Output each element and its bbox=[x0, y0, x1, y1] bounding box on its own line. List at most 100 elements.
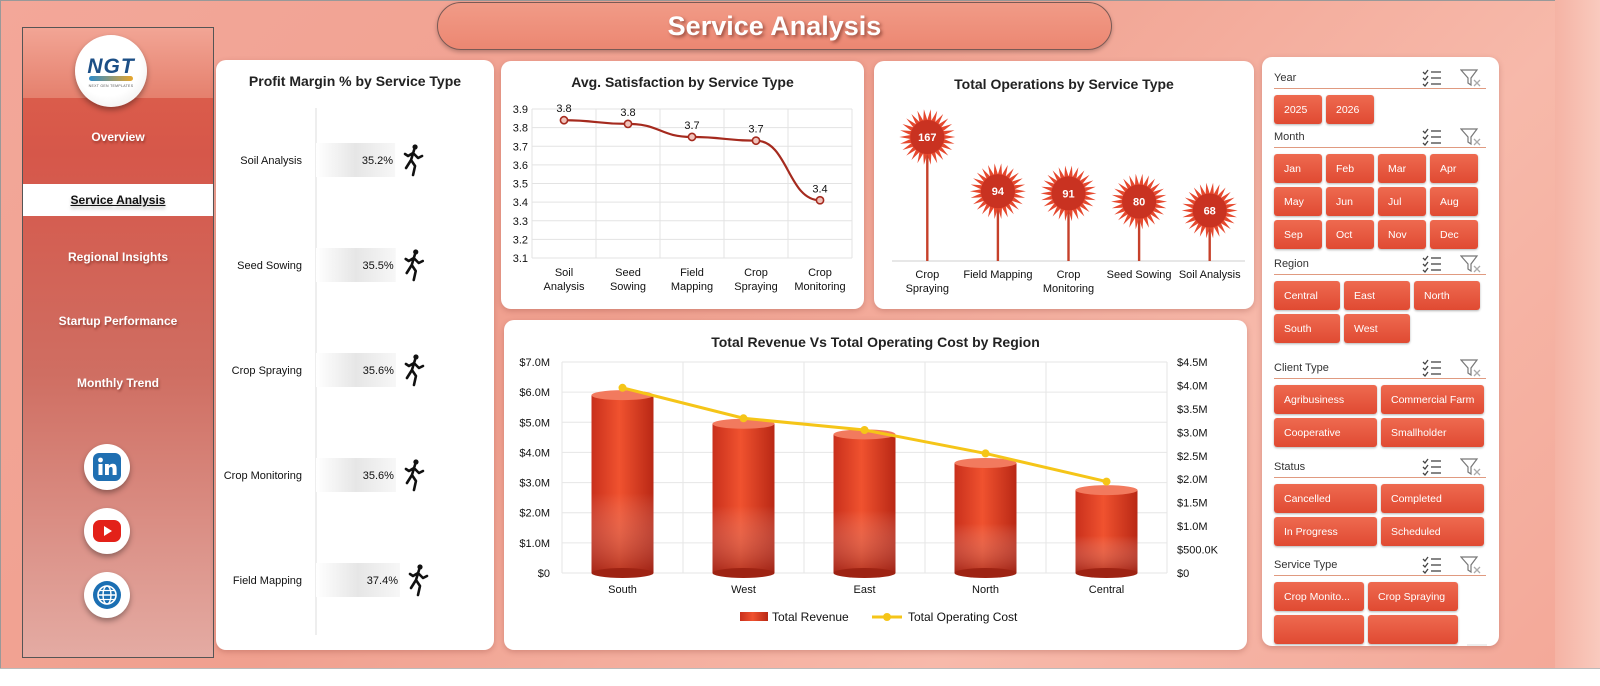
slicer-button-jan[interactable]: Jan bbox=[1274, 154, 1322, 183]
nav-service-analysis[interactable]: Service Analysis bbox=[23, 184, 213, 216]
rc-cost-point-north bbox=[981, 449, 990, 458]
pm-bar-soil-analysis bbox=[316, 143, 396, 177]
ops-burst-core-crop-monitoring bbox=[1051, 176, 1086, 211]
slicer-button-aug[interactable]: Aug bbox=[1430, 187, 1478, 216]
slicer-button-cancelled[interactable]: Cancelled bbox=[1274, 484, 1377, 513]
rc-revenue-bar-north bbox=[954, 457, 1017, 578]
runner-icon bbox=[408, 564, 429, 597]
slicer-button-south[interactable]: South bbox=[1274, 314, 1340, 343]
multi-select-icon[interactable] bbox=[1422, 69, 1442, 87]
nav-monthly-trend[interactable]: Monthly Trend bbox=[77, 376, 159, 390]
sat-data-label-soil-analysis: 3.8 bbox=[556, 103, 571, 115]
rc-x-tick-label-south: South bbox=[608, 584, 637, 596]
slicer-button-sep[interactable]: Sep bbox=[1274, 220, 1322, 249]
ops-data-label-seed-sowing: 80 bbox=[1133, 197, 1145, 209]
youtube-button[interactable] bbox=[84, 508, 130, 554]
slicer-button-north[interactable]: North bbox=[1414, 281, 1480, 310]
slicer-button-feb[interactable]: Feb bbox=[1326, 154, 1374, 183]
slicer-button-nov[interactable]: Nov bbox=[1378, 220, 1426, 249]
slicer-button-partial[interactable] bbox=[1274, 615, 1364, 644]
operations-title: Total Operations by Service Type bbox=[954, 76, 1174, 92]
multi-select-icon[interactable] bbox=[1422, 255, 1442, 273]
slicer-button-mar[interactable]: Mar bbox=[1378, 154, 1426, 183]
ops-x-tick-label: Spraying bbox=[906, 283, 949, 295]
clear-filter-icon[interactable] bbox=[1460, 255, 1482, 273]
runner-icon bbox=[404, 249, 425, 282]
rc-right-y-tick-label: $3.0M bbox=[1177, 427, 1208, 439]
sat-point-soil-analysis bbox=[559, 115, 569, 125]
globe-icon bbox=[93, 581, 121, 609]
multi-select-icon[interactable] bbox=[1422, 128, 1442, 146]
slicer-button-agribusiness[interactable]: Agribusiness bbox=[1274, 385, 1377, 414]
rc-left-y-tick-label: $0 bbox=[538, 568, 550, 580]
slicer-button-scheduled[interactable]: Scheduled bbox=[1381, 517, 1484, 546]
slicer-button-cooperative[interactable]: Cooperative bbox=[1274, 418, 1377, 447]
nav-regional-insights[interactable]: Regional Insights bbox=[67, 250, 168, 264]
rc-right-y-tick-label: $3.5M bbox=[1177, 404, 1208, 416]
slicer-button-2026[interactable]: 2026 bbox=[1326, 95, 1374, 124]
multi-select-icon[interactable] bbox=[1422, 359, 1442, 377]
slicer-button-apr[interactable]: Apr bbox=[1430, 154, 1478, 183]
pm-category-label-soil-analysis: Soil Analysis bbox=[240, 155, 302, 167]
satisfaction-chart: 3.9 3.8 3.7 3.6 3.5 3.4 3.3 3.2 3.1 3.8 Soil Analys… bbox=[513, 103, 853, 293]
nav-startup-performance[interactable]: Startup Performance bbox=[58, 314, 178, 328]
revenue-cost-title: Total Revenue Vs Total Operating Cost by… bbox=[711, 334, 1040, 350]
slicer-button-smallholder[interactable]: Smallholder bbox=[1381, 418, 1484, 447]
slicer-button-completed[interactable]: Completed bbox=[1381, 484, 1484, 513]
rc-right-y-tick-label: $1.0M bbox=[1177, 521, 1208, 533]
rc-left-y-tick-label: $6.0M bbox=[519, 387, 550, 399]
runner-icon bbox=[404, 354, 425, 387]
slicer-button-crop-spraying[interactable]: Crop Spraying bbox=[1368, 582, 1458, 611]
multi-select-icon[interactable] bbox=[1422, 458, 1442, 476]
slicer-button-central[interactable]: Central bbox=[1274, 281, 1340, 310]
slicer-header: Status bbox=[1274, 456, 1486, 478]
slicer-button-partial[interactable] bbox=[1368, 615, 1458, 644]
nav-overview[interactable]: Overview bbox=[91, 130, 145, 144]
slicer-button-may[interactable]: May bbox=[1274, 187, 1322, 216]
slicer-button-jun[interactable]: Jun bbox=[1326, 187, 1374, 216]
linkedin-button[interactable] bbox=[84, 444, 130, 490]
clear-filter-icon[interactable] bbox=[1460, 69, 1482, 87]
ops-data-label-field-mapping: 94 bbox=[992, 186, 1005, 198]
slicer-button-2025[interactable]: 2025 bbox=[1274, 95, 1322, 124]
slicer-buttons: 2025 2026 bbox=[1274, 95, 1486, 124]
website-button[interactable] bbox=[84, 572, 130, 618]
service-type-scrollbar[interactable] bbox=[1467, 644, 1487, 646]
sat-x-tick-label: Sowing bbox=[610, 281, 646, 293]
sat-data-label-seed-sowing: 3.8 bbox=[620, 107, 635, 119]
clear-filter-icon[interactable] bbox=[1460, 128, 1482, 146]
ops-burst-core-crop-spraying bbox=[910, 120, 945, 154]
slicer-button-east[interactable]: East bbox=[1344, 281, 1410, 310]
clear-filter-icon[interactable] bbox=[1460, 458, 1482, 476]
sat-x-tick-label: Monitoring bbox=[794, 281, 845, 293]
operations-card: Total Operations by Service Type 167 Crop… bbox=[874, 61, 1254, 309]
slicer-button-dec[interactable]: Dec bbox=[1430, 220, 1478, 249]
legend-cost-label: Total Operating Cost bbox=[908, 610, 1018, 624]
slicer-button-in-progress[interactable]: In Progress bbox=[1274, 517, 1377, 546]
multi-select-icon[interactable] bbox=[1422, 556, 1442, 574]
slicer-button-oct[interactable]: Oct bbox=[1326, 220, 1374, 249]
ops-x-tick-label: Monitoring bbox=[1043, 283, 1094, 295]
revenue-cost-chart: $7.0M $6.0M $5.0M $4.0M $3.0M $2.0M $1.0M $0 $4.… bbox=[519, 357, 1218, 624]
linkedin-icon bbox=[93, 453, 121, 481]
clear-filter-icon[interactable] bbox=[1460, 556, 1482, 574]
sat-y-tick-label: 3.6 bbox=[513, 160, 528, 172]
rc-cost-point-central bbox=[1102, 477, 1111, 486]
rc-right-y-tick-label: $4.0M bbox=[1177, 380, 1208, 392]
pm-category-label-crop-monitoring: Crop Monitoring bbox=[224, 470, 302, 482]
rc-x-tick-label-central: Central bbox=[1089, 584, 1124, 596]
rc-left-y-tick-label: $3.0M bbox=[519, 478, 550, 490]
rc-cost-point-east bbox=[860, 425, 869, 434]
page-title: Service Analysis bbox=[667, 10, 882, 41]
sat-y-tick-label: 3.2 bbox=[513, 234, 528, 246]
slicer-button-commercial-farm[interactable]: Commercial Farm bbox=[1381, 385, 1484, 414]
slicer-button-jul[interactable]: Jul bbox=[1378, 187, 1426, 216]
slicer-buttons: Jan Feb Mar Apr May Jun Jul Aug Sep Oct Nov Dec bbox=[1274, 154, 1486, 249]
page-title-banner: Service Analysis bbox=[437, 2, 1112, 50]
slicer-button-crop-monito[interactable]: Crop Monito... bbox=[1274, 582, 1364, 611]
slicer-header: Client Type bbox=[1274, 357, 1486, 379]
slicer-button-west[interactable]: West bbox=[1344, 314, 1410, 343]
sat-y-tick-label: 3.4 bbox=[513, 197, 528, 209]
ops-data-label-crop-monitoring: 91 bbox=[1062, 188, 1074, 200]
clear-filter-icon[interactable] bbox=[1460, 359, 1482, 377]
